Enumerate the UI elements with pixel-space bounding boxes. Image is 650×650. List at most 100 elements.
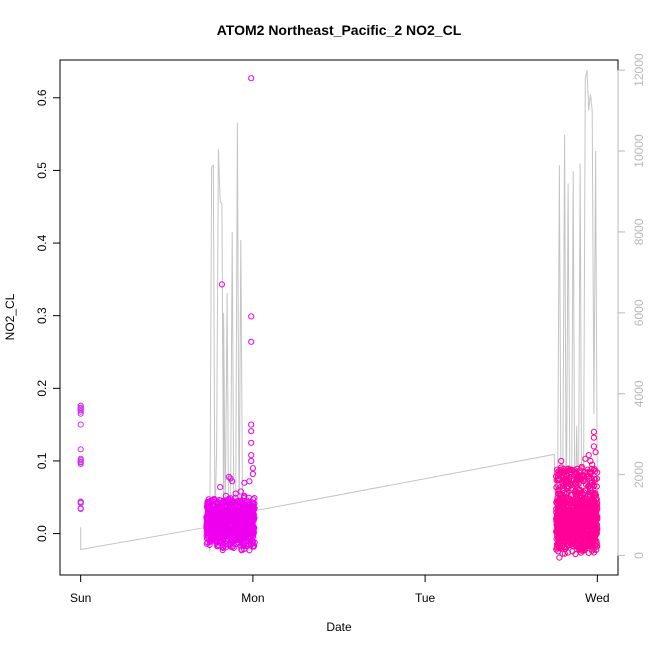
chart-title: ATOM2 Northeast_Pacific_2 NO2_CL <box>217 22 462 38</box>
data-point <box>227 498 234 506</box>
data-point <box>230 510 237 517</box>
data-point <box>579 471 586 478</box>
data-point <box>77 458 84 465</box>
data-point <box>569 530 576 537</box>
data-point <box>231 512 238 519</box>
y-axis: 0.0 0.1 0.2 0.3 0.4 0.5 0.6 <box>35 89 61 542</box>
data-point <box>245 532 253 540</box>
data-point <box>559 470 567 477</box>
data-point <box>569 485 576 492</box>
data-point <box>250 496 257 503</box>
data-point <box>206 529 213 537</box>
right-y-tick-label: 4000 <box>632 380 646 407</box>
data-point <box>241 546 248 553</box>
data-point <box>590 434 598 441</box>
data-point <box>565 467 573 474</box>
data-point <box>248 457 255 465</box>
data-point <box>210 519 217 526</box>
data-point <box>580 478 587 485</box>
data-point <box>578 532 585 540</box>
data-point <box>564 466 571 473</box>
right-y-tick-label: 2000 <box>632 461 646 488</box>
data-point <box>240 505 247 512</box>
data-point <box>554 511 561 518</box>
data-point <box>77 460 84 467</box>
data-point <box>241 492 248 499</box>
data-point <box>251 539 258 546</box>
data-point <box>234 524 241 531</box>
x-axis: Sun Mon Tue Wed <box>70 574 610 605</box>
data-point <box>77 408 84 415</box>
data-point <box>570 533 577 540</box>
data-point <box>206 541 213 549</box>
data-point <box>211 495 218 503</box>
right-y-tick-label: 12000 <box>632 53 646 87</box>
data-point <box>241 507 248 514</box>
x-tick-label: Sun <box>70 591 91 605</box>
data-point <box>566 508 573 516</box>
data-point <box>556 504 563 512</box>
data-point <box>584 469 591 476</box>
data-point <box>207 528 214 535</box>
data-point <box>225 516 232 523</box>
data-point <box>590 537 597 544</box>
data-point <box>586 491 593 498</box>
data-point <box>241 479 248 486</box>
data-point <box>222 504 229 511</box>
data-point <box>577 497 584 504</box>
data-point <box>562 500 569 507</box>
data-point <box>250 510 257 518</box>
data-point <box>248 507 256 514</box>
data-point <box>558 516 565 523</box>
data-point <box>246 478 253 485</box>
data-point <box>248 421 255 428</box>
data-point <box>580 539 587 546</box>
data-point <box>593 543 600 550</box>
data-point <box>238 517 245 524</box>
data-point <box>593 475 601 482</box>
data-point <box>248 75 255 82</box>
data-point <box>592 514 599 521</box>
data-point <box>249 465 256 472</box>
data-point <box>583 513 590 521</box>
data-point <box>559 550 566 557</box>
data-point <box>77 402 84 409</box>
data-point <box>555 539 563 546</box>
data-point <box>556 554 563 561</box>
data-point <box>251 525 258 532</box>
altitude-line-layer <box>80 69 598 552</box>
data-point <box>238 499 245 506</box>
right-y-axis: 0 2000 4000 6000 8000 10000 12000 <box>617 53 646 559</box>
data-point <box>232 490 239 497</box>
data-point <box>588 475 595 482</box>
data-point <box>242 533 250 541</box>
data-point <box>575 515 583 522</box>
y-axis-label: NO2_CL <box>3 293 17 340</box>
data-point <box>555 490 562 498</box>
data-point <box>239 522 246 529</box>
data-point <box>248 338 255 345</box>
data-point <box>242 542 250 550</box>
data-point <box>225 473 232 480</box>
data-point <box>571 468 579 475</box>
data-point <box>77 499 84 506</box>
data-point <box>237 535 244 542</box>
right-y-tick-label: 8000 <box>632 218 646 245</box>
data-point <box>583 520 590 527</box>
data-point <box>558 519 566 526</box>
data-point <box>590 443 598 450</box>
data-point <box>565 549 572 556</box>
data-point <box>582 455 589 462</box>
y-tick-label: 0.1 <box>35 452 49 469</box>
data-point <box>583 487 590 494</box>
data-point <box>592 449 599 456</box>
data-point <box>222 523 229 530</box>
data-point <box>203 524 210 531</box>
data-point <box>204 498 211 505</box>
data-point <box>558 457 565 465</box>
data-point <box>585 482 593 489</box>
data-point <box>585 452 592 459</box>
data-point <box>588 547 596 554</box>
data-point <box>591 466 598 473</box>
data-point <box>594 526 601 533</box>
